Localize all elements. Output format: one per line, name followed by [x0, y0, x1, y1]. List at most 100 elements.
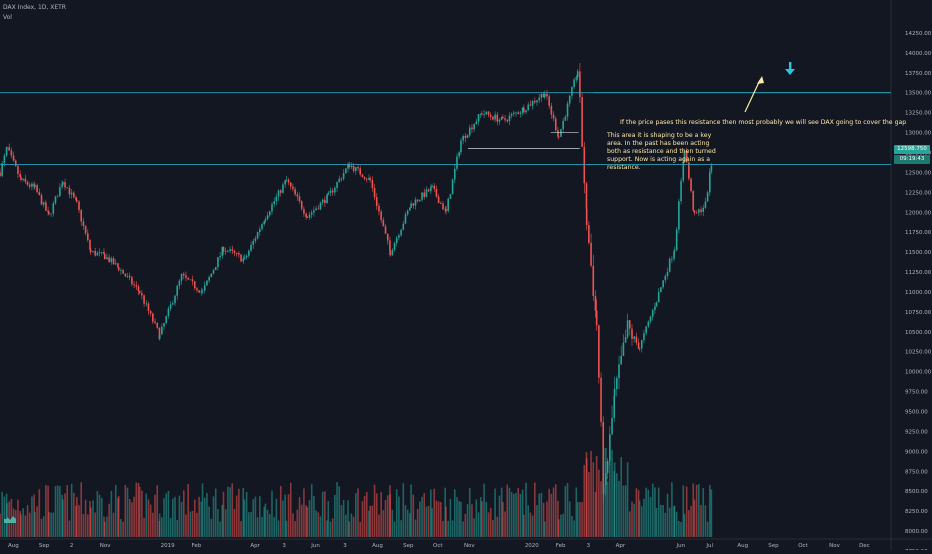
- y-tick-label: 9500.00: [905, 410, 928, 416]
- candle-body: [294, 189, 296, 195]
- candle-body: [8, 147, 10, 151]
- candle-body: [692, 191, 695, 211]
- candle-body: [423, 192, 426, 197]
- volume-bar: [242, 487, 245, 537]
- x-tick-label: Feb: [556, 543, 566, 549]
- candle-body: [24, 178, 27, 182]
- volume-bar: [393, 521, 396, 537]
- volume-bar: [254, 496, 257, 537]
- candle-body: [540, 94, 543, 98]
- volume-bar: [180, 501, 183, 537]
- volume-bar: [357, 488, 359, 537]
- volume-bar: [161, 517, 163, 537]
- tradingview-logo-icon[interactable]: [4, 514, 16, 523]
- candle-body: [229, 249, 231, 251]
- candle-body: [59, 187, 61, 197]
- candle-body: [303, 208, 305, 214]
- candle-body: [698, 209, 700, 213]
- volume-bar: [690, 505, 692, 537]
- candle-body: [138, 291, 141, 293]
- volume-bar: [10, 498, 13, 537]
- volume-bar: [352, 516, 355, 537]
- candle-body: [462, 135, 464, 141]
- volume-bar: [89, 507, 92, 537]
- volume-bar: [235, 495, 238, 537]
- candle-body: [536, 100, 538, 103]
- volume-bar: [613, 462, 616, 537]
- volume-bar: [445, 506, 447, 537]
- candle-body: [571, 87, 573, 96]
- candle-body: [592, 265, 595, 296]
- candle-body: [45, 202, 47, 211]
- volume-bar: [124, 485, 127, 537]
- candle-body: [89, 249, 92, 252]
- volume-bar: [386, 495, 389, 537]
- last-price-badge: 12598.750: [894, 145, 930, 154]
- volume-bar: [24, 515, 27, 537]
- y-tick-label: 13000.00: [905, 131, 932, 137]
- candle-body: [17, 166, 19, 175]
- volume-bar: [224, 509, 227, 537]
- volume-bar: [348, 521, 351, 537]
- candle-body: [371, 180, 374, 188]
- volume-bar: [576, 502, 579, 537]
- candle-body: [369, 178, 371, 181]
- volume-bar: [529, 512, 532, 537]
- volume-bar: [68, 520, 71, 537]
- volume-bar: [203, 497, 206, 537]
- candle-body: [128, 276, 131, 278]
- volume-bar: [52, 512, 55, 537]
- volume-bar: [654, 487, 656, 537]
- volume-bar: [645, 487, 647, 537]
- volume-bar: [382, 510, 385, 537]
- y-tick-label: 9250.00: [905, 429, 928, 435]
- y-tick-label: 8250.00: [905, 509, 928, 515]
- volume-bar: [54, 486, 57, 537]
- candle-body: [36, 185, 38, 193]
- candle-body: [112, 258, 115, 265]
- candle-body: [345, 168, 347, 174]
- candle-body: [498, 119, 501, 122]
- volume-bar: [321, 491, 324, 537]
- candle-body: [252, 240, 255, 245]
- volume-label: Vol: [3, 14, 12, 21]
- volume-bar: [513, 493, 515, 537]
- volume-bar: [17, 499, 19, 537]
- volume-bar: [655, 508, 658, 537]
- volume-bar: [131, 502, 133, 537]
- volume-bar: [193, 499, 196, 537]
- candle-body: [506, 119, 509, 122]
- candle-body: [542, 94, 545, 98]
- volume-bar: [331, 518, 334, 537]
- volume-bar: [56, 485, 59, 537]
- x-tick-label: Jun: [675, 543, 685, 549]
- volume-bar: [525, 482, 527, 537]
- volume-bar: [419, 501, 421, 537]
- candle-body: [196, 288, 198, 291]
- candle-body: [613, 395, 616, 418]
- y-tick-label: 10000.00: [905, 370, 932, 376]
- x-tick-label: Apr: [616, 543, 626, 549]
- candle-body: [103, 254, 106, 260]
- volume-bar: [96, 491, 99, 537]
- candle-body: [96, 252, 99, 256]
- arrow-up-icon: [744, 79, 761, 113]
- candle-body: [635, 336, 638, 343]
- candle-body: [431, 185, 433, 188]
- candle-body: [117, 267, 120, 271]
- volume-bar: [64, 493, 66, 537]
- candle-body: [662, 280, 664, 288]
- volume-bar: [666, 493, 669, 537]
- volume-bar: [468, 488, 471, 537]
- volume-bar: [611, 449, 613, 537]
- volume-bar: [298, 497, 301, 537]
- volume-bar: [435, 500, 438, 537]
- candle-body: [147, 303, 150, 311]
- volume-bar: [365, 491, 368, 537]
- candle-body: [538, 97, 540, 101]
- candle-body: [82, 221, 85, 226]
- candle-body: [89, 239, 91, 250]
- volume-bar: [500, 487, 503, 537]
- volume-bar: [50, 512, 52, 537]
